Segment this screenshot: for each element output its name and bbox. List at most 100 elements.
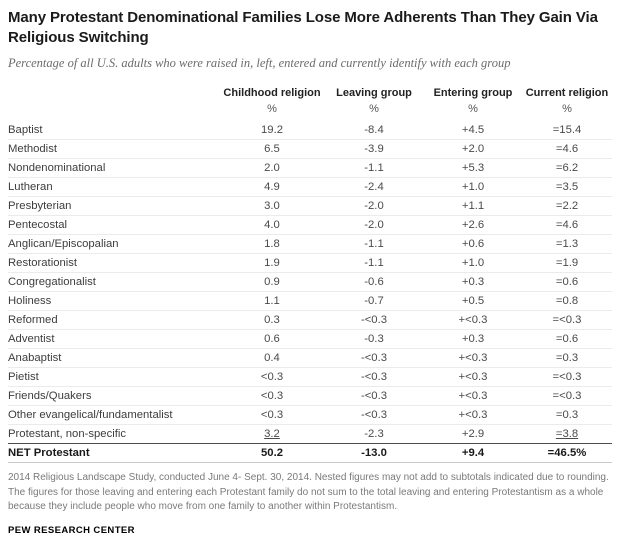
cell-current: =4.6 [555,219,579,231]
cell-entering: +<0.3 [458,371,488,383]
unit-leaving: % [369,103,379,115]
cell-current: =6.2 [555,162,579,174]
cell-childhood: <0.3 [260,390,284,402]
cell-current: =0.3 [555,352,579,364]
col-header-childhood: Childhood religion [223,87,321,99]
row-label: Nondenominational [8,162,106,174]
cell-leaving: -13.0 [361,447,387,459]
cell-entering: +<0.3 [458,314,488,326]
cell-childhood: <0.3 [260,409,284,421]
cell-childhood: 6.5 [264,143,280,155]
table-row: Anabaptist 0.4 -<0.3 +<0.3 =0.3 [8,348,612,367]
table-row: Lutheran 4.9 -2.4 +1.0 =3.5 [8,177,612,196]
row-label: Friends/Quakers [8,390,92,402]
cell-entering: +5.3 [461,162,485,174]
cell-entering: +1.0 [461,257,485,269]
cell-entering: +<0.3 [458,390,488,402]
table-row: Congregationalist 0.9 -0.6 +0.3 =0.6 [8,272,612,291]
row-label: Presbyterian [8,200,72,212]
table-row: Adventist 0.6 -0.3 +0.3 =0.6 [8,329,612,348]
cell-entering: +4.5 [461,124,485,136]
cell-current: =0.6 [555,276,579,288]
cell-childhood: 0.9 [264,276,280,288]
table-body: Baptist 19.2 -8.4 +4.5 =15.4 Methodist 6… [8,121,612,463]
cell-childhood: 3.2 [264,428,280,440]
cell-childhood: 1.1 [264,295,280,307]
row-label: Protestant, non-specific [8,428,127,440]
cell-entering: +2.9 [461,428,485,440]
cell-current: =<0.3 [552,371,582,383]
cell-leaving: -<0.3 [360,314,388,326]
cell-current: =3.5 [555,181,579,193]
row-label: Adventist [8,333,55,345]
cell-entering: +<0.3 [458,409,488,421]
cell-childhood: 19.2 [261,124,283,136]
unit-spacer [8,105,220,115]
row-label: Congregationalist [8,276,96,288]
cell-entering: +<0.3 [458,352,488,364]
page-title: Many Protestant Denominational Families … [8,9,598,46]
cell-current: =15.4 [552,124,582,136]
cell-entering: +2.0 [461,143,485,155]
cell-leaving: -<0.3 [360,371,388,383]
cell-current: =<0.3 [552,390,582,402]
cell-entering: +1.0 [461,181,485,193]
row-label: Baptist [8,124,43,136]
cell-current: =<0.3 [552,314,582,326]
cell-current: =1.9 [555,257,579,269]
cell-entering: +0.3 [461,333,485,345]
row-label: NET Protestant [8,447,90,459]
cell-childhood: 1.9 [264,257,280,269]
row-label: Pentecostal [8,219,68,231]
table-row: Presbyterian 3.0 -2.0 +1.1 =2.2 [8,196,612,215]
row-label: Other evangelical/fundamentalist [8,409,173,421]
cell-leaving: -2.3 [364,428,384,440]
table-row: Baptist 19.2 -8.4 +4.5 =15.4 [8,121,612,139]
cell-entering: +9.4 [461,447,485,459]
row-label: Anabaptist [8,352,62,364]
cell-childhood: 50.2 [261,447,283,459]
table-row: Friends/Quakers <0.3 -<0.3 +<0.3 =<0.3 [8,386,612,405]
row-label: Pietist [8,371,39,383]
row-label: Methodist [8,143,57,155]
cell-current: =2.2 [555,200,579,212]
source-label: PEW RESEARCH CENTER [8,524,135,536]
cell-leaving: -1.1 [364,238,384,250]
table-row: Restorationist 1.9 -1.1 +1.0 =1.9 [8,253,612,272]
row-label: Holiness [8,295,52,307]
table-row: Pietist <0.3 -<0.3 +<0.3 =<0.3 [8,367,612,386]
cell-leaving: -0.3 [364,333,384,345]
cell-current: =46.5% [547,447,587,459]
cell-childhood: 1.8 [264,238,280,250]
cell-entering: +1.1 [461,200,485,212]
table-row: Anglican/Episcopalian 1.8 -1.1 +0.6 =1.3 [8,234,612,253]
cell-childhood: 0.6 [264,333,280,345]
cell-current: =0.6 [555,333,579,345]
cell-current: =1.3 [555,238,579,250]
table-row: Nondenominational 2.0 -1.1 +5.3 =6.2 [8,158,612,177]
cell-entering: +0.6 [461,238,485,250]
cell-leaving: -2.4 [364,181,384,193]
cell-current: =3.8 [555,428,579,440]
row-label: Anglican/Episcopalian [8,238,119,250]
cell-current: =4.6 [555,143,579,155]
cell-leaving: -0.6 [364,276,384,288]
cell-leaving: -8.4 [364,124,384,136]
footnote: 2014 Religious Landscape Study, conducte… [8,472,609,512]
table-row: Reformed 0.3 -<0.3 +<0.3 =<0.3 [8,310,612,329]
unit-entering: % [468,103,478,115]
cell-current: =0.8 [555,295,579,307]
cell-leaving: -2.0 [364,200,384,212]
unit-current: % [562,103,572,115]
cell-childhood: 4.0 [264,219,280,231]
col-header-entering: Entering group [433,87,513,99]
cell-current: =0.3 [555,409,579,421]
data-table: Childhood religion Leaving group Enterin… [8,87,612,463]
cell-entering: +2.6 [461,219,485,231]
table-row: Holiness 1.1 -0.7 +0.5 =0.8 [8,291,612,310]
table-row: Protestant, non-specific 3.2 -2.3 +2.9 =… [8,424,612,443]
cell-leaving: -<0.3 [360,390,388,402]
table-row: NET Protestant 50.2 -13.0 +9.4 =46.5% [8,443,612,463]
page-subtitle: Percentage of all U.S. adults who were r… [8,56,511,70]
